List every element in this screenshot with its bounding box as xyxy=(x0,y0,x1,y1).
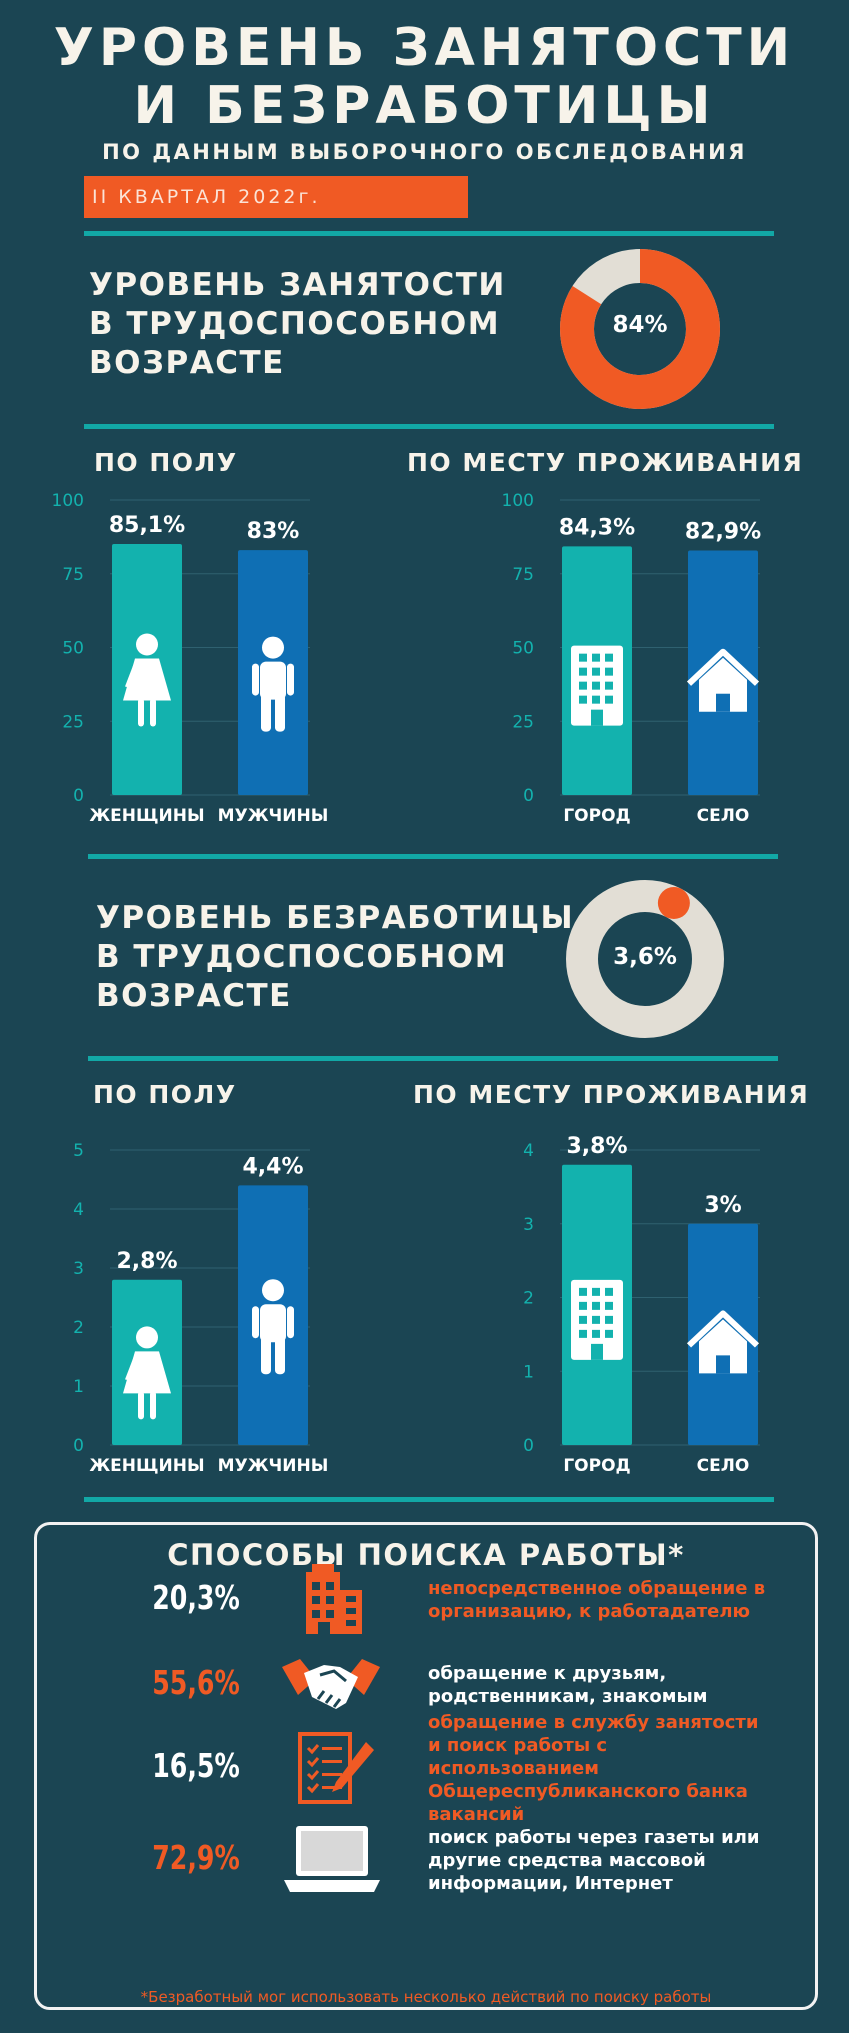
y-tick-label: 75 xyxy=(512,565,534,585)
employment-heading-line-3: ВОЗРАСТЕ xyxy=(89,345,285,381)
y-tick-label: 0 xyxy=(523,1436,534,1456)
emp-residence-chart: 0 25 50 75 100 84,3% ГОРОД 82,9% СЕЛО xyxy=(502,491,762,826)
title-line-2: И БЕЗРАБОТИЦЫ xyxy=(133,76,716,136)
building-icon xyxy=(571,1279,623,1360)
unemp-by-gender-heading: ПО ПОЛУ xyxy=(93,1080,237,1109)
employment-heading-line-1: УРОВЕНЬ ЗАНЯТОСТИ xyxy=(89,267,506,303)
job-search-panel xyxy=(34,1522,818,2010)
unemployment-donut xyxy=(566,880,724,1038)
data-label: 83% xyxy=(247,519,300,544)
employment-donut-arc xyxy=(560,249,720,409)
data-label: 82,9% xyxy=(685,519,761,544)
employment-donut xyxy=(560,249,720,409)
period-badge: II КВАРТАЛ 2022г. xyxy=(84,176,468,218)
method-percent: 72,9% xyxy=(152,1838,240,1877)
y-tick-label: 4 xyxy=(523,1141,534,1161)
house-icon xyxy=(686,648,760,712)
woman-icon xyxy=(123,1326,171,1420)
y-tick-label: 5 xyxy=(73,1141,84,1161)
unemp-residence-chart: 0 1 2 3 4 3,8% ГОРОД 3% СЕЛО xyxy=(523,1134,760,1476)
category-label: ЖЕНЩИНЫ xyxy=(89,806,204,826)
y-tick-label: 50 xyxy=(62,639,84,659)
method-icon-wrap xyxy=(276,1560,386,1644)
method-percent: 16,5% xyxy=(152,1746,240,1785)
method-icon-wrap xyxy=(276,1645,386,1729)
unemployment-heading: УРОВЕНЬ БЕЗРАБОТИЦЫ В ТРУДОСПОСОБНОМ ВОЗ… xyxy=(96,899,574,1016)
y-tick-label: 75 xyxy=(62,565,84,585)
divider-3 xyxy=(88,854,778,859)
method-icon-wrap xyxy=(276,1728,386,1812)
man-icon xyxy=(252,636,294,732)
method-description: поиск работы через газеты или другие сре… xyxy=(428,1826,760,1894)
y-tick-label: 0 xyxy=(73,786,84,806)
y-tick-label: 1 xyxy=(73,1377,84,1397)
y-tick-label: 100 xyxy=(52,491,84,511)
woman-icon xyxy=(123,633,171,727)
y-tick-label: 1 xyxy=(523,1362,534,1382)
y-tick-label: 0 xyxy=(73,1436,84,1456)
data-label: 3,8% xyxy=(566,1134,627,1159)
method-percent: 20,3% xyxy=(152,1578,240,1617)
building-icon xyxy=(571,645,623,726)
unemp-by-residence-heading: ПО МЕСТУ ПРОЖИВАНИЯ xyxy=(413,1080,810,1109)
employment-heading: УРОВЕНЬ ЗАНЯТОСТИ В ТРУДОСПОСОБНОМ ВОЗРА… xyxy=(89,266,506,383)
handshake-icon xyxy=(282,1659,380,1709)
y-tick-label: 100 xyxy=(502,491,534,511)
form-pen-icon xyxy=(298,1732,374,1804)
subtitle: ПО ДАННЫМ ВЫБОРОЧНОГО ОБСЛЕДОВАНИЯ xyxy=(102,140,747,164)
data-label: 85,1% xyxy=(109,513,185,538)
divider-5 xyxy=(84,1497,774,1502)
data-label: 2,8% xyxy=(116,1249,177,1274)
category-label: СЕЛО xyxy=(697,806,750,826)
category-label: МУЖЧИНЫ xyxy=(218,1456,329,1476)
employment-donut-label: 84% xyxy=(612,312,668,338)
y-tick-label: 25 xyxy=(62,712,84,732)
y-tick-label: 3 xyxy=(73,1259,84,1279)
house-icon xyxy=(686,1310,760,1374)
y-tick-label: 0 xyxy=(523,786,534,806)
y-tick-label: 25 xyxy=(512,712,534,732)
emp-by-residence-heading: ПО МЕСТУ ПРОЖИВАНИЯ xyxy=(407,448,804,477)
job-search-title: СПОСОБЫ ПОИСКА РАБОТЫ* xyxy=(167,1538,685,1572)
unemployment-donut-marker xyxy=(657,887,690,920)
employment-heading-line-2: В ТРУДОСПОСОБНОМ xyxy=(89,306,501,342)
man-icon xyxy=(252,1279,294,1375)
office-building-icon xyxy=(306,1564,362,1634)
method-description: обращение в службу занятости и поиск раб… xyxy=(428,1711,759,1825)
method-description: обращение к друзьям, родственникам, знак… xyxy=(428,1663,708,1707)
category-label: ГОРОД xyxy=(563,1456,630,1476)
y-tick-label: 50 xyxy=(512,639,534,659)
unemployment-heading-line-1: УРОВЕНЬ БЕЗРАБОТИЦЫ xyxy=(96,900,575,936)
unemployment-heading-line-2: В ТРУДОСПОСОБНОМ xyxy=(96,939,508,975)
y-tick-label: 2 xyxy=(73,1318,84,1338)
category-label: МУЖЧИНЫ xyxy=(218,806,329,826)
divider-2 xyxy=(84,424,774,429)
emp-by-gender-heading: ПО ПОЛУ xyxy=(94,448,238,477)
data-label: 4,4% xyxy=(242,1154,303,1179)
data-label: 84,3% xyxy=(559,515,635,540)
method-description: непосредственное обращение в организацию… xyxy=(428,1578,766,1622)
category-label: ЖЕНЩИНЫ xyxy=(89,1456,204,1476)
y-tick-label: 3 xyxy=(523,1215,534,1235)
method-icon-wrap xyxy=(276,1820,386,1904)
unemployment-heading-line-3: ВОЗРАСТЕ xyxy=(96,978,292,1014)
unemployment-donut-label: 3,6% xyxy=(613,944,677,970)
unemp-gender-chart: 0 1 2 3 4 5 2,8% ЖЕНЩИНЫ 4,4% МУЖЧИНЫ xyxy=(73,1141,329,1476)
divider-4 xyxy=(88,1056,778,1061)
title-line-1: УРОВЕНЬ ЗАНЯТОСТИ xyxy=(53,18,796,78)
y-tick-label: 4 xyxy=(73,1200,84,1220)
category-label: ГОРОД xyxy=(563,806,630,826)
data-label: 3% xyxy=(704,1193,741,1218)
emp-gender-chart: 0 25 50 75 100 85,1% ЖЕНЩИНЫ 83% МУЖЧИНЫ xyxy=(52,491,329,826)
y-tick-label: 2 xyxy=(523,1289,534,1309)
category-label: СЕЛО xyxy=(697,1456,750,1476)
method-percent: 55,6% xyxy=(152,1663,240,1702)
unemployment-donut-track xyxy=(566,880,724,1038)
laptop-icon xyxy=(284,1826,380,1892)
divider-1 xyxy=(84,231,774,236)
footnote: *Безработный мог использовать несколько … xyxy=(140,1988,712,2006)
